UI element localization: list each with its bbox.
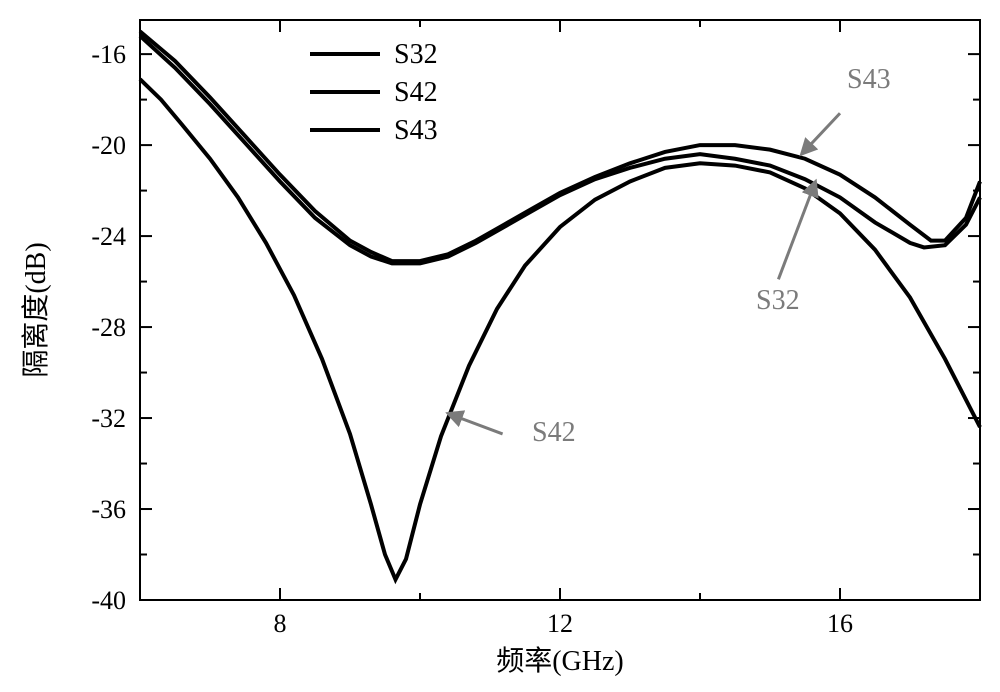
y-tick-label: -20 — [91, 131, 126, 160]
legend-label-s42: S42 — [394, 77, 438, 108]
y-tick-label: -16 — [91, 40, 126, 69]
x-tick-label: 8 — [274, 609, 287, 638]
x-tick-label: 12 — [547, 609, 573, 638]
series-s42 — [140, 79, 980, 579]
y-axis-label: 隔离度(dB) — [20, 242, 52, 377]
annotation-arrow-s32 — [778, 181, 815, 279]
plot-border — [140, 20, 980, 600]
isolation-chart: 8 12 16 -16 -20 -24 -28 -32 -36 -40 频率(GHz) 隔离度(dB)… — [0, 0, 1000, 692]
y-tick-label: -24 — [91, 222, 126, 251]
x-tick-label: 16 — [827, 609, 853, 638]
y-tick-label: -36 — [91, 495, 126, 524]
annotation-arrow-s42 — [448, 413, 503, 433]
annotation-label-s32: S32 — [756, 285, 800, 316]
y-tick-label: -32 — [91, 404, 126, 433]
annotation-label-s43: S43 — [847, 64, 891, 95]
chart-svg: 8 12 16 -16 -20 -24 -28 -32 -36 -40 频率(GHz) 隔离度(dB)… — [0, 0, 1000, 692]
y-tick-label: -28 — [91, 313, 126, 342]
annotation-label-s42: S42 — [532, 417, 576, 448]
legend-label-s32: S32 — [394, 39, 438, 70]
legend-label-s43: S43 — [394, 115, 438, 146]
y-tick-label: -40 — [91, 586, 126, 615]
annotation-arrow-s43 — [802, 113, 841, 154]
x-axis-label: 频率(GHz) — [496, 645, 624, 677]
